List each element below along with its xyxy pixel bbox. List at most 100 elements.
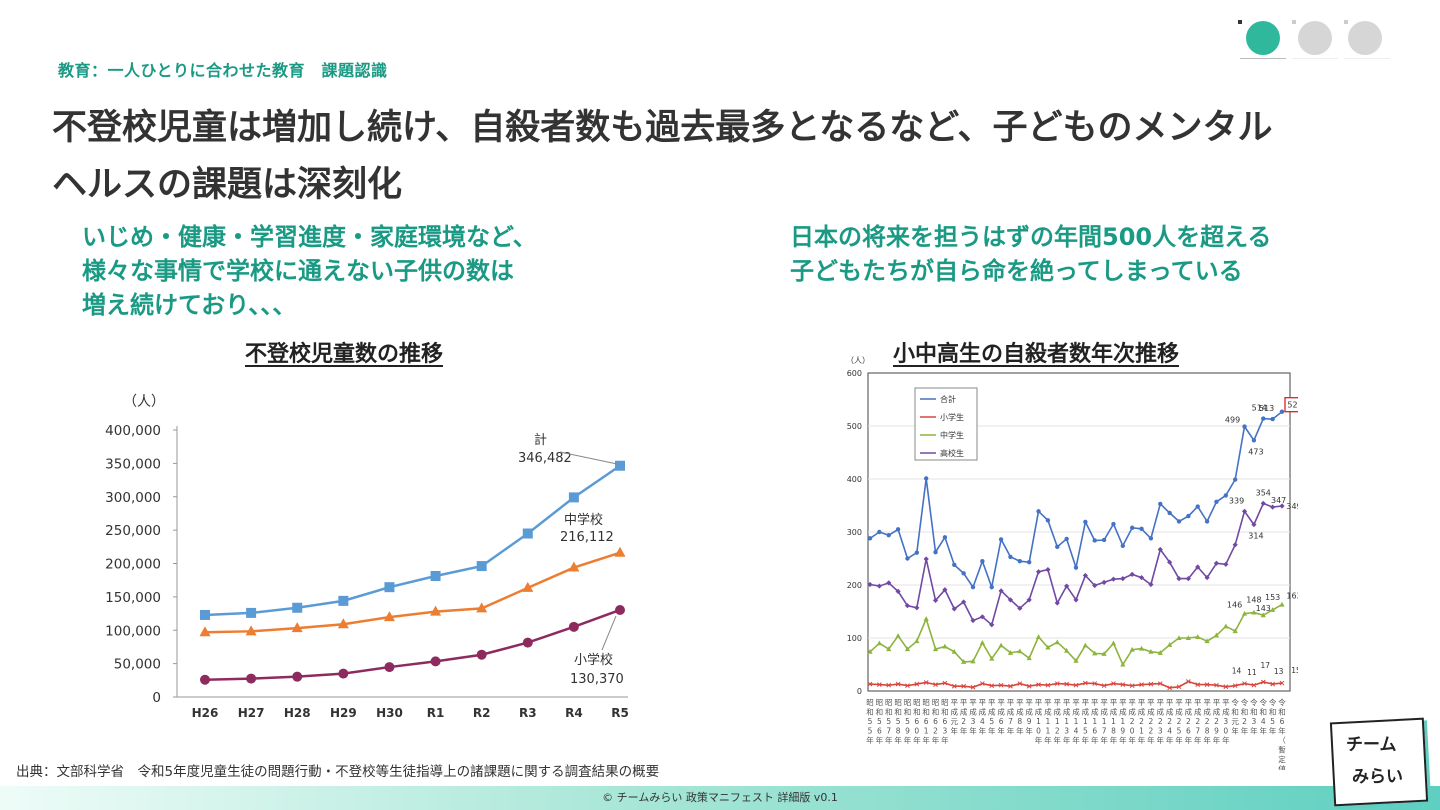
data-point — [1261, 416, 1266, 421]
data-point — [1007, 650, 1014, 655]
y-tick-label: 350,000 — [105, 456, 161, 472]
data-point — [1251, 521, 1257, 528]
data-point — [1251, 609, 1257, 615]
x-tick-label: 昭和 6 1 年 — [922, 698, 930, 745]
data-point — [1064, 647, 1070, 653]
data-label-high: 354 — [1256, 488, 1271, 497]
data-point — [1111, 681, 1116, 686]
y-tick-label: 150,000 — [105, 590, 161, 606]
data-point — [199, 626, 211, 637]
data-point — [961, 571, 966, 576]
data-point — [246, 607, 257, 618]
legend-label: 高校生 — [940, 448, 964, 458]
footer-bar — [0, 786, 1440, 810]
x-tick-label: 平成 2 4 年 — [1166, 698, 1174, 745]
data-point — [1214, 499, 1219, 504]
data-point — [1045, 682, 1051, 688]
logo-text-line2: みらい — [1352, 767, 1403, 787]
data-label-middle: 163 — [1286, 592, 1298, 601]
data-point — [970, 584, 976, 590]
data-point — [932, 646, 939, 652]
data-label-high: 347 — [1271, 496, 1286, 505]
data-point — [989, 683, 995, 689]
data-point — [895, 527, 901, 532]
data-point — [1195, 634, 1201, 639]
series-value-middle: 216,112 — [560, 530, 614, 545]
data-point — [1148, 536, 1154, 541]
x-tick-label: R3 — [519, 706, 537, 720]
data-point — [942, 535, 948, 540]
data-point — [1045, 567, 1051, 573]
logo-text-line1: チーム — [1346, 735, 1397, 755]
x-tick-label: 平成 2 9 年 — [1213, 698, 1221, 745]
data-point — [970, 658, 976, 664]
x-tick-label: 平成 1 1 年 — [1044, 698, 1052, 745]
x-tick-label: 平成 1 9 年 — [1119, 698, 1127, 745]
data-point — [292, 671, 303, 682]
data-point — [914, 605, 920, 611]
data-label-total: 527 — [1287, 401, 1298, 410]
x-tick-label: 平成 1 6 年 — [1091, 698, 1099, 745]
data-point — [886, 532, 891, 538]
data-point — [1223, 561, 1229, 567]
data-point — [383, 611, 395, 622]
x-tick-label: R4 — [565, 706, 583, 720]
data-point — [1260, 612, 1266, 618]
data-point — [1110, 576, 1117, 582]
data-point — [200, 674, 210, 685]
data-point — [876, 583, 882, 589]
data-point — [1101, 651, 1107, 656]
legend-label: 小学生 — [940, 412, 964, 422]
x-tick-label: H28 — [284, 706, 311, 720]
data-label-total: 514 — [1252, 404, 1267, 413]
data-point — [1082, 642, 1088, 648]
data-point — [952, 562, 957, 568]
data-point — [923, 556, 929, 562]
data-point — [1139, 526, 1144, 532]
data-point — [1083, 680, 1088, 686]
data-point — [1110, 640, 1117, 646]
data-point — [430, 571, 441, 582]
data-point — [1223, 623, 1229, 629]
data-point — [1148, 581, 1154, 588]
data-point — [1036, 509, 1041, 514]
data-point — [1213, 632, 1220, 638]
data-point — [923, 476, 929, 481]
y-tick-label: 300,000 — [105, 490, 161, 506]
latest-total-highlight — [1284, 397, 1298, 413]
x-tick-label: R2 — [473, 706, 491, 720]
data-point — [1241, 610, 1248, 616]
data-point — [384, 582, 395, 593]
y-tick-label: 400 — [847, 475, 862, 484]
data-point — [1120, 682, 1126, 687]
data-point — [1101, 579, 1107, 585]
data-point — [1045, 518, 1051, 523]
x-tick-label: 平成 2 年 — [960, 698, 968, 736]
data-point — [980, 558, 985, 564]
data-point — [914, 681, 920, 687]
data-point — [1242, 424, 1247, 429]
data-point — [1083, 519, 1088, 525]
data-point — [1158, 501, 1163, 507]
data-point — [979, 639, 985, 645]
y-tick-label: 50,000 — [114, 657, 161, 673]
x-tick-label: R1 — [427, 706, 445, 720]
legend-label: 中学生 — [940, 430, 964, 440]
data-point — [998, 642, 1004, 648]
data-point — [568, 621, 579, 632]
data-point — [1279, 680, 1285, 686]
data-point — [914, 550, 920, 555]
x-tick-label: 平成 4 年 — [979, 698, 987, 736]
left-lead-line: 様々な事情で学校に通えない子供の数は — [82, 257, 514, 285]
section-label: 教育：一人ひとりに合わせた教育 課題認識 — [58, 61, 388, 80]
x-tick-label: 令和 4 年 — [1260, 697, 1268, 736]
y-tick-label: 600 — [847, 369, 862, 378]
data-point — [895, 681, 901, 687]
absentee-chart: （人） 0 50,000 100,000 150,000 200,000 250,000 30… — [105, 394, 629, 720]
y-tick-label: 400,000 — [105, 423, 161, 439]
page-title: 不登校児童は増加し続け、自殺者数も過去最多となるなど、子どものメンタルヘルスの課… — [52, 108, 1273, 205]
x-tick-label: 平成 2 5 年 — [1175, 698, 1183, 745]
data-point — [1195, 682, 1201, 687]
x-tick-label: H30 — [376, 706, 403, 720]
